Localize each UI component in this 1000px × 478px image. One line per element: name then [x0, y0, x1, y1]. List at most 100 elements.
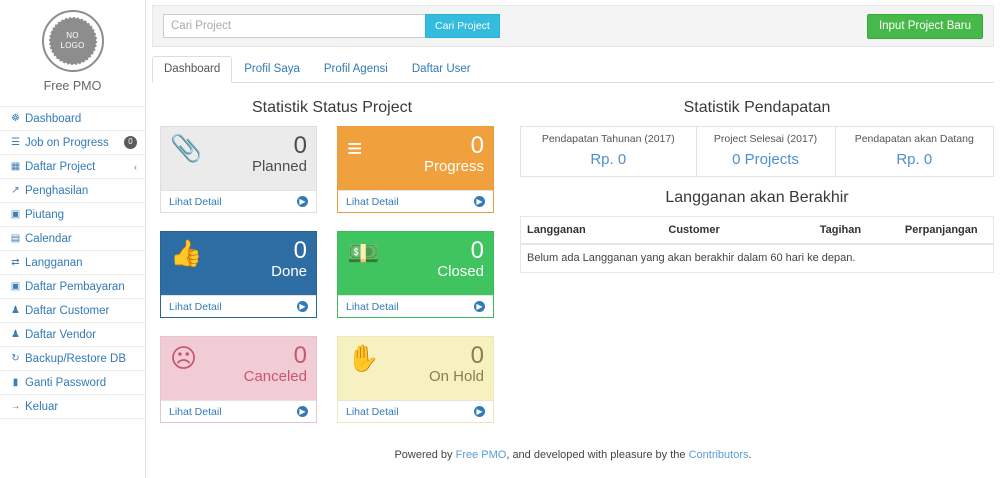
- status-card-values: 0 Done: [271, 238, 307, 281]
- status-card-count: 0: [293, 342, 307, 369]
- sidebar-item-label: Daftar Customer: [25, 304, 110, 317]
- status-card-planned[interactable]: 📎 0 Planned Lihat Detail ▶: [160, 126, 317, 213]
- subscription-column-header: Langganan: [520, 216, 663, 245]
- status-card-detail-label: Lihat Detail: [169, 300, 222, 313]
- arrow-right-icon: ▶: [474, 301, 485, 312]
- sidebar-item-dashboard[interactable]: ☸ Dashboard: [0, 107, 145, 131]
- sidebar-item-label: Langganan: [25, 256, 83, 269]
- status-card-detail-link[interactable]: Lihat Detail ▶: [338, 190, 493, 212]
- footer-link-contributors[interactable]: Contributors: [688, 449, 749, 461]
- subscription-table: Langganan Customer Tagihan Perpanjangan Bel…: [520, 216, 994, 273]
- sidebar-item-daftar-vendor[interactable]: ♟ Daftar Vendor: [0, 323, 145, 347]
- sidebar-item-badge: 0: [124, 136, 137, 149]
- refresh-icon: ↻: [11, 352, 20, 364]
- arrow-right-icon: ▶: [474, 406, 485, 417]
- status-card-canceled[interactable]: ☹ 0 Canceled Lihat Detail ▶: [160, 336, 317, 423]
- status-card-values: 0 Closed: [437, 238, 484, 281]
- status-card-label: Progress: [423, 158, 484, 175]
- sidebar-item-daftar-pembayaran[interactable]: ▣ Daftar Pembayaran: [0, 275, 145, 299]
- sidebar-item-label: Ganti Password: [25, 376, 107, 389]
- status-card-body: ≡ 0 Progress: [338, 127, 493, 190]
- status-card-detail-link[interactable]: Lihat Detail ▶: [338, 295, 493, 317]
- sidebar-item-daftar-customer[interactable]: ♟ Daftar Customer: [0, 299, 145, 323]
- sidebar-item-backup-restore-db[interactable]: ↻ Backup/Restore DB: [0, 347, 145, 371]
- status-card-detail-link[interactable]: Lihat Detail ▶: [161, 190, 316, 212]
- status-card-detail-link[interactable]: Lihat Detail ▶: [338, 400, 493, 422]
- income-cell-label: Pendapatan Tahunan (2017): [541, 133, 675, 145]
- tasks-icon: ☰: [11, 136, 20, 148]
- status-section: Statistik Status Project 📎 0 Planned Lihat …: [152, 87, 512, 423]
- arrow-right-icon: ▶: [297, 301, 308, 312]
- status-card-done[interactable]: 👍 0 Done Lihat Detail ▶: [160, 231, 317, 318]
- sidebar-item-label: Piutang: [25, 208, 65, 221]
- status-card-label: Done: [271, 263, 307, 280]
- status-card-label: Closed: [437, 263, 484, 280]
- status-card-detail-label: Lihat Detail: [346, 195, 399, 208]
- tab-bar: Dashboard Profil Saya Profil Agensi Daftar …: [152, 56, 994, 83]
- lock-icon: ▮: [12, 376, 19, 388]
- status-card-body: 📎 0 Planned: [161, 127, 316, 190]
- search-group: Cari Project: [163, 14, 500, 38]
- top-toolbar: Cari Project Input Project Baru: [152, 5, 994, 47]
- sidebar-item-keluar[interactable]: → Keluar: [0, 395, 145, 419]
- dashboard-icon: ☸: [11, 112, 20, 124]
- status-card-count: 0: [470, 342, 484, 369]
- status-card-body: ☹ 0 Canceled: [161, 337, 316, 400]
- sidebar-nav: ☸ Dashboard ☰ Job on Progress 0 ▦ Daftar Proje…: [0, 106, 145, 419]
- status-card-onhold[interactable]: ✋ 0 On Hold Lihat Detail ▶: [337, 336, 494, 423]
- sidebar-item-label: Job on Progress: [25, 136, 109, 149]
- footer-link-free-pmo[interactable]: Free PMO: [455, 449, 507, 461]
- status-card-body: 👍 0 Done: [161, 232, 316, 295]
- tab-profil-saya[interactable]: Profil Saya: [244, 63, 300, 75]
- sidebar-item-job-on-progress[interactable]: ☰ Job on Progress 0: [0, 131, 145, 155]
- status-card-detail-label: Lihat Detail: [346, 405, 399, 418]
- search-input[interactable]: [163, 14, 425, 38]
- subscription-section-title: Langganan akan Berakhir: [665, 189, 849, 206]
- search-button[interactable]: Cari Project: [425, 14, 500, 38]
- sidebar-item-label: Penghasilan: [25, 184, 89, 197]
- users-icon: ♟: [11, 304, 20, 316]
- arrow-right-icon: ▶: [474, 196, 485, 207]
- status-card-values: 0 Canceled: [244, 343, 307, 386]
- subscription-column-header: Perpanjangan: [898, 216, 994, 245]
- sidebar-item-label: Dashboard: [25, 112, 82, 125]
- status-card-values: 0 Progress: [424, 133, 484, 176]
- main-content: Cari Project Input Project Baru Dashboar…: [146, 0, 1000, 478]
- income-section-title: Statistik Pendapatan: [683, 99, 831, 116]
- tab-profil-agensi[interactable]: Profil Agensi: [323, 63, 388, 75]
- arrow-right-icon: ▶: [297, 406, 308, 417]
- status-card-label: Canceled: [243, 368, 307, 385]
- money-icon: ▣: [10, 280, 21, 292]
- sidebar-item-label: Daftar Vendor: [25, 328, 96, 341]
- sidebar-item-langganan[interactable]: ⇄ Langganan: [0, 251, 145, 275]
- status-card-label: Planned: [251, 158, 307, 175]
- status-card-count: 0: [293, 237, 307, 264]
- status-card-detail-link[interactable]: Lihat Detail ▶: [161, 295, 316, 317]
- status-card-detail-link[interactable]: Lihat Detail ▶: [161, 400, 316, 422]
- status-card-closed[interactable]: 💵 0 Closed Lihat Detail ▶: [337, 231, 494, 318]
- tab-daftar-user[interactable]: Daftar User: [411, 63, 471, 75]
- status-card-count: 0: [293, 132, 307, 159]
- tasks-icon: ≡: [347, 133, 363, 163]
- sidebar-item-ganti-password[interactable]: ▮ Ganti Password: [0, 371, 145, 395]
- logo-gear-ring: [48, 17, 97, 65]
- table-icon: ▦: [10, 160, 21, 172]
- status-card-label: On Hold: [428, 368, 484, 385]
- footer-text-middle: , and developed with pleasure by the: [506, 449, 689, 461]
- sidebar-item-piutang[interactable]: ▣ Piutang: [0, 203, 145, 227]
- tab-dashboard[interactable]: Dashboard: [152, 56, 233, 83]
- sidebar-item-calendar[interactable]: ▤ Calendar: [0, 227, 145, 251]
- chart-line-icon: ↗: [11, 184, 20, 196]
- status-card-progress[interactable]: ≡ 0 Progress Lihat Detail ▶: [337, 126, 494, 213]
- new-project-button[interactable]: Input Project Baru: [866, 13, 983, 39]
- dashboard-content: Statistik Status Project 📎 0 Planned Lihat …: [146, 87, 1000, 423]
- income-cell: Pendapatan akan Datang Rp. 0: [835, 127, 994, 177]
- sidebar-item-penghasilan[interactable]: ↗ Penghasilan: [0, 179, 145, 203]
- brand: NO LOGO Free PMO: [0, 0, 145, 101]
- sidebar: NO LOGO Free PMO ☸ Dashboard ☰ Job on Progr…: [0, 0, 146, 478]
- logo: NO LOGO: [41, 10, 104, 72]
- sidebar-item-daftar-project[interactable]: ▦ Daftar Project ‹: [0, 155, 145, 179]
- brand-name: Free PMO: [43, 79, 102, 93]
- chevron-left-icon: ‹: [134, 161, 137, 172]
